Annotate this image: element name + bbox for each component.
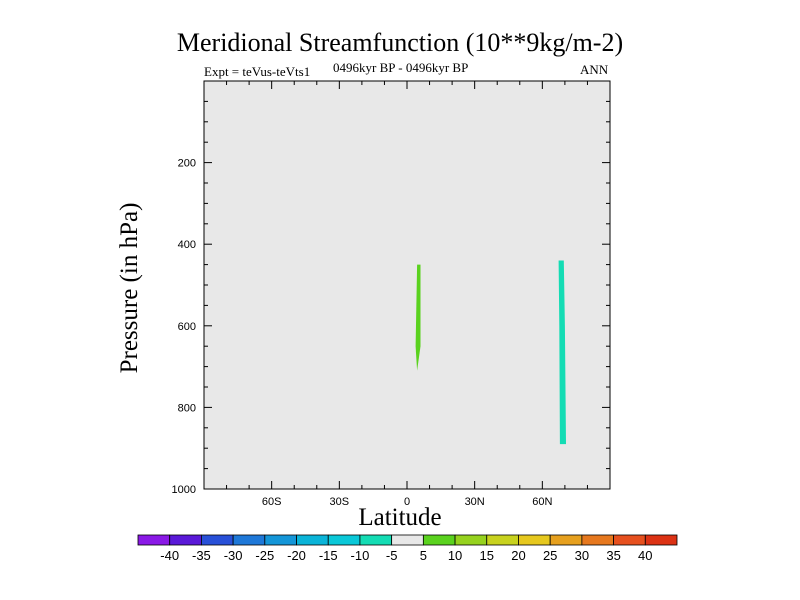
y-tick-label: 800	[178, 402, 196, 414]
colorbar-label: -20	[287, 548, 306, 563]
colorbar-label: -10	[351, 548, 370, 563]
colorbar: -40 -35 -30 -25 -20 -15 -10 -5 5 10 15 20 25 30 35 40	[137, 534, 678, 563]
experiment-label: Expt = teVus-teVts1	[204, 64, 311, 79]
axis-ticks: 60S 30S 0 30N 60N 200 400 600 800 1000	[172, 81, 611, 508]
colorbar-swatch	[422, 534, 456, 546]
colorbar-swatch	[264, 534, 297, 546]
colorbar-label: 25	[543, 548, 557, 563]
colorbar-label: 15	[480, 548, 494, 563]
chart-title: Meridional Streamfunction (10**9kg/m-2)	[176, 28, 624, 57]
colorbar-label: 5	[420, 548, 427, 563]
colorbar-swatch	[359, 534, 393, 546]
colorbar-swatch	[486, 534, 519, 546]
colorbar-swatch	[296, 534, 329, 546]
colorbar-label: -15	[319, 548, 338, 563]
y-tick-label: 600	[178, 321, 196, 333]
colorbar-label: -40	[160, 548, 179, 563]
positive-cell-5-10	[415, 264, 421, 371]
colorbar-label: -30	[224, 548, 243, 563]
colorbar-swatch	[581, 534, 614, 546]
colorbar-swatch	[391, 534, 424, 546]
y-tick-label: 200	[178, 158, 196, 170]
colorbar-swatch	[518, 534, 551, 546]
y-tick-label: 1000	[172, 484, 196, 496]
colorbar-label: -35	[192, 548, 211, 563]
colorbar-label: -25	[255, 548, 274, 563]
colorbar-swatch	[454, 534, 488, 546]
colorbar-label: 40	[638, 548, 652, 563]
x-axis-label: Latitude	[358, 504, 442, 531]
colorbar-label: 30	[575, 548, 589, 563]
x-tick-label: 60N	[532, 496, 552, 508]
colorbar-label: 35	[606, 548, 620, 563]
colorbar-label: 20	[511, 548, 525, 563]
season-label: ANN	[580, 62, 609, 77]
colorbar-swatch	[201, 534, 234, 546]
colorbar-swatch	[644, 534, 678, 546]
x-tick-label: 30S	[330, 496, 350, 508]
colorbar-label: 10	[448, 548, 462, 563]
chart-subtitle: 0496kyr BP - 0496kyr BP	[333, 60, 469, 75]
x-tick-label: 0	[404, 496, 410, 508]
y-tick-label: 400	[178, 239, 196, 251]
negative-cell-minus10-minus5	[558, 260, 566, 445]
plot-area	[204, 81, 610, 489]
colorbar-swatch	[169, 534, 202, 546]
colorbar-swatch	[613, 534, 646, 546]
contour-regions	[415, 260, 566, 445]
x-tick-label: 30N	[465, 496, 485, 508]
colorbar-swatch	[327, 534, 361, 546]
x-tick-label: 60S	[262, 496, 282, 508]
colorbar-swatch	[549, 534, 583, 546]
colorbar-label: -5	[386, 548, 398, 563]
colorbar-swatch	[137, 534, 171, 546]
colorbar-swatch	[232, 534, 266, 546]
